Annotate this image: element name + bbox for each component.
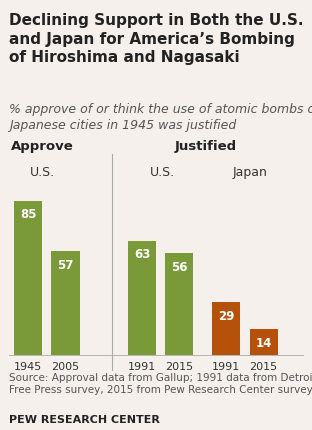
Text: U.S.: U.S.: [150, 166, 175, 178]
Text: 1945: 1945: [14, 361, 42, 371]
Text: Justified: Justified: [175, 140, 237, 153]
Text: Source: Approval data from Gallup; 1991 data from Detroit
Free Press survey, 201: Source: Approval data from Gallup; 1991 …: [9, 372, 312, 394]
Text: 2015: 2015: [250, 361, 278, 371]
Text: 2015: 2015: [165, 361, 193, 371]
Text: PEW RESEARCH CENTER: PEW RESEARCH CENTER: [9, 414, 160, 424]
FancyBboxPatch shape: [212, 302, 240, 355]
Text: 56: 56: [171, 260, 188, 273]
Text: 14: 14: [256, 336, 272, 349]
FancyBboxPatch shape: [14, 201, 42, 355]
Text: 57: 57: [57, 258, 74, 271]
FancyBboxPatch shape: [250, 329, 278, 355]
Text: 1991: 1991: [212, 361, 240, 371]
FancyBboxPatch shape: [51, 252, 80, 355]
FancyBboxPatch shape: [165, 254, 193, 355]
Text: Declining Support in Both the U.S.
and Japan for America’s Bombing
of Hiroshima : Declining Support in Both the U.S. and J…: [9, 13, 304, 65]
Text: U.S.: U.S.: [30, 166, 55, 178]
Text: 1991: 1991: [128, 361, 156, 371]
FancyBboxPatch shape: [128, 241, 156, 355]
Text: Approve: Approve: [11, 140, 74, 153]
Text: 29: 29: [218, 309, 234, 322]
Text: 63: 63: [134, 247, 150, 261]
Text: % approve of or think the use of atomic bombs on
Japanese cities in 1945 was jus: % approve of or think the use of atomic …: [9, 103, 312, 132]
Text: 2005: 2005: [51, 361, 80, 371]
Text: 85: 85: [20, 208, 36, 221]
Text: Japan: Japan: [232, 166, 267, 178]
